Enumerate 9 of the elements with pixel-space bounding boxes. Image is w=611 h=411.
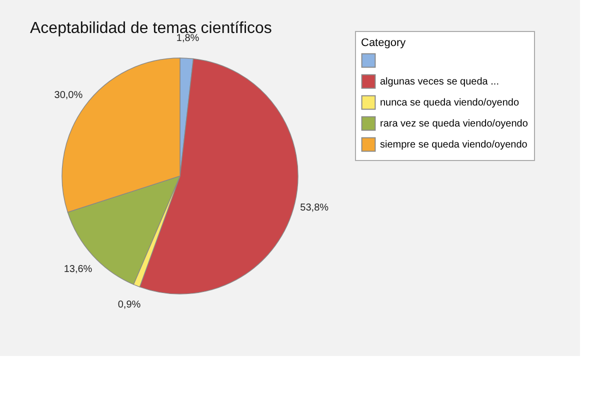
legend-title: Category: [361, 37, 406, 49]
legend-label: siempre se queda viendo/oyendo: [380, 140, 528, 150]
data-label: 0,9%: [118, 299, 141, 310]
legend-label: rara vez se queda viendo/oyendo: [380, 118, 528, 130]
data-label: 30,0%: [54, 90, 83, 101]
data-label: 53,8%: [300, 202, 329, 214]
legend-label: algunas veces se queda ...: [380, 76, 499, 88]
data-label: 13,6%: [64, 264, 92, 275]
legend-label: nunca se queda viendo/oyendo: [380, 98, 520, 108]
